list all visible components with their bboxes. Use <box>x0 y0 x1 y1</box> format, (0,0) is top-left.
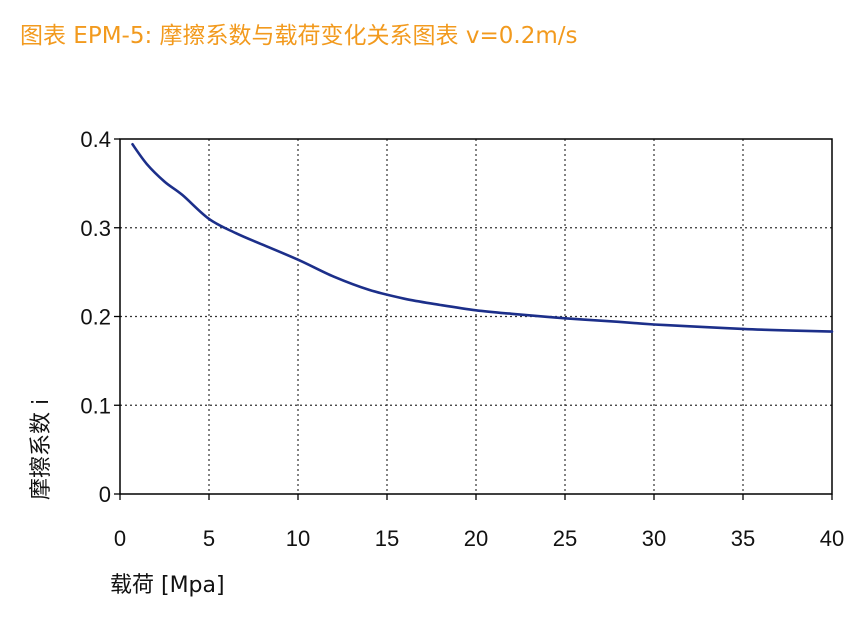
series-line <box>131 143 834 333</box>
axis-ticks: 0 5 10 15 20 25 30 35 40 0 0.1 0.2 0.3 0.4 <box>80 127 844 551</box>
chart-title: 图表 EPM-5: 摩擦系数与载荷变化关系图表 v=0.2m/s <box>20 23 578 49</box>
x-tick-label: 15 <box>375 526 399 551</box>
y-tick-label: 0.1 <box>80 393 111 418</box>
grid-lines <box>120 139 832 494</box>
x-tick-label: 25 <box>553 526 577 551</box>
y-tick-label: 0.4 <box>80 127 111 152</box>
y-tick-label: 0.2 <box>80 305 111 330</box>
y-tick-label: 0.3 <box>80 216 111 241</box>
x-axis-label: 载荷 [Mpa] <box>110 573 225 598</box>
x-tick-label: 35 <box>731 526 755 551</box>
x-tick-label: 0 <box>114 526 126 551</box>
y-tick-label: 0 <box>99 482 111 507</box>
x-tick-label: 5 <box>203 526 215 551</box>
x-tick-label: 20 <box>464 526 488 551</box>
y-axis-label: 摩擦系数 i <box>29 399 54 500</box>
x-tick-label: 10 <box>286 526 310 551</box>
series-layer <box>131 143 834 333</box>
x-tick-label: 40 <box>820 526 844 551</box>
x-tick-label: 30 <box>642 526 666 551</box>
